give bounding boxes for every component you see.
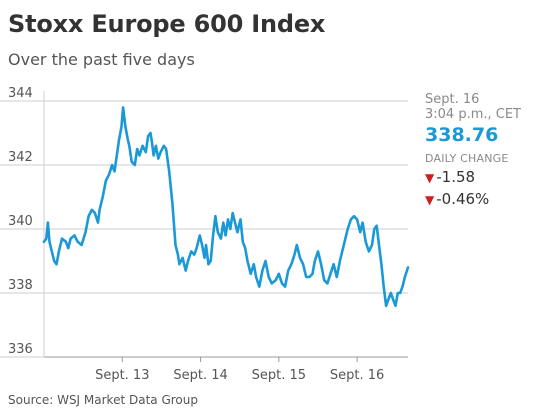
y-tick-label: 344	[8, 86, 33, 101]
quote-info-panel: Sept. 16 3:04 p.m., CET 338.76 DAILY CHA…	[425, 92, 540, 209]
change-points-row: ▼ -1.58	[425, 168, 540, 187]
x-tick-label: Sept. 14	[173, 368, 227, 383]
y-tick-label: 336	[8, 342, 33, 357]
change-percent-row: ▼ -0.46%	[425, 190, 540, 209]
x-tick-label: Sept. 15	[252, 368, 306, 383]
daily-change-label: DAILY CHANGE	[425, 152, 509, 165]
y-tick-label: 340	[8, 214, 33, 229]
x-tick-label: Sept. 16	[330, 368, 384, 383]
y-tick-label: 338	[8, 278, 33, 293]
index-series-line	[42, 106, 410, 308]
change-points: -1.58	[436, 168, 476, 186]
down-arrow-icon: ▼	[425, 171, 435, 185]
x-tick-label: Sept. 13	[95, 368, 149, 383]
y-tick-label: 342	[8, 150, 33, 165]
quote-time: 3:04 p.m., CET	[425, 107, 522, 122]
quote-date: Sept. 16	[425, 92, 480, 107]
quote-price: 338.76	[425, 124, 499, 146]
down-arrow-icon: ▼	[425, 193, 435, 207]
source-note: Source: WSJ Market Data Group	[8, 393, 198, 407]
chart-title: Stoxx Europe 600 Index	[8, 10, 326, 38]
change-percent: -0.46%	[436, 190, 490, 208]
chart-subtitle: Over the past five days	[8, 50, 195, 69]
